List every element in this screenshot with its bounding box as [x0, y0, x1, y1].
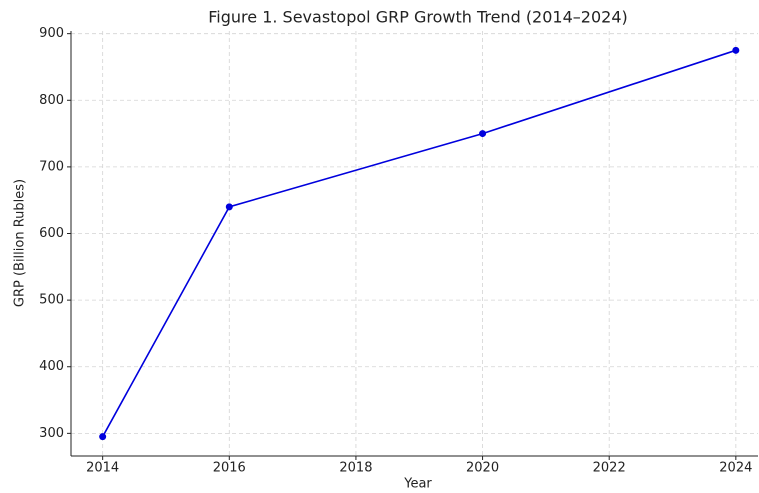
y-tick-label: 800	[39, 93, 64, 108]
point	[479, 130, 487, 138]
x-tick-label: 2014	[86, 461, 119, 476]
point	[99, 433, 107, 441]
y-tick-label: 400	[39, 359, 64, 374]
y-tick-label: 300	[39, 426, 64, 441]
y-tick-label: 500	[39, 293, 64, 308]
x-axis-label: Year	[403, 477, 432, 492]
y-tick-label: 900	[39, 26, 64, 41]
y-tick-label: 700	[39, 159, 64, 174]
point	[732, 46, 740, 54]
x-tick-label: 2020	[466, 461, 499, 476]
line	[101, 49, 737, 438]
x-tick-label: 2022	[593, 461, 626, 476]
y-axis-label: GRP (Billion Rubles)	[13, 179, 28, 307]
y-tick-label: 600	[39, 226, 64, 241]
x-tick-label: 2018	[339, 461, 372, 476]
point	[225, 203, 233, 211]
x-tick-label: 2016	[213, 461, 246, 476]
chart-title: Figure 1. Sevastopol GRP Growth Trend (2…	[208, 8, 627, 27]
x-tick-label: 2024	[719, 461, 752, 476]
